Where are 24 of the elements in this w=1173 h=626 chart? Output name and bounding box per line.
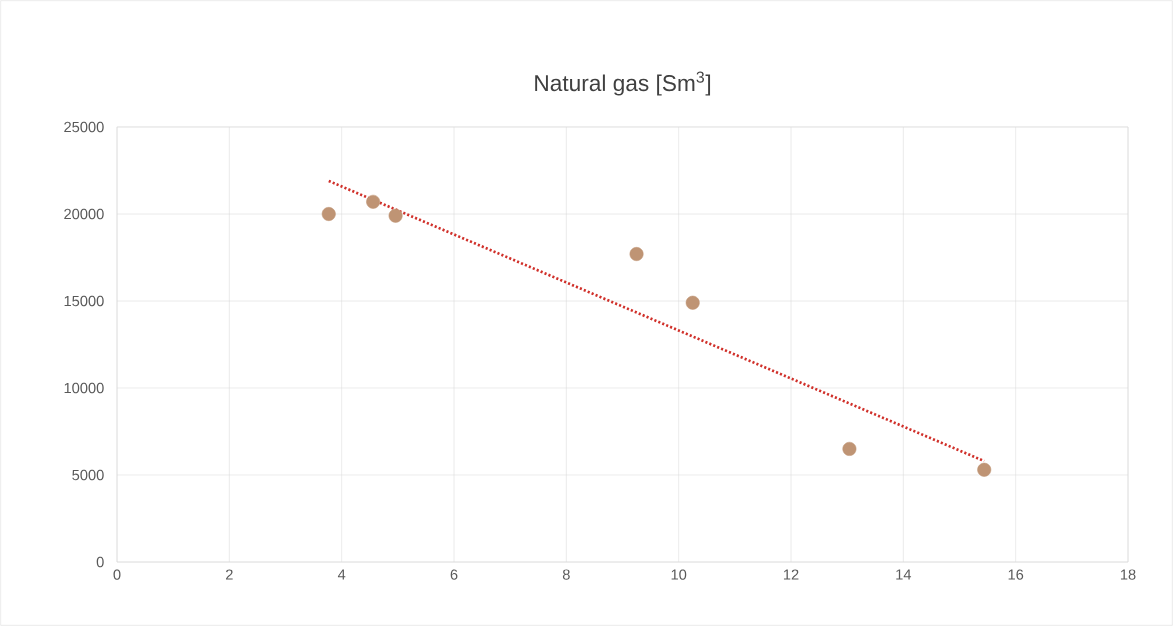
y-tick-label: 10000 <box>64 382 104 394</box>
x-tick-label: 16 <box>1008 569 1024 580</box>
x-tick-label: 12 <box>783 569 799 580</box>
point <box>388 208 403 223</box>
y-tick-label: 25000 <box>64 121 104 133</box>
x-tick-label: 0 <box>113 569 121 580</box>
x-tick-label: 4 <box>337 569 346 580</box>
x-tick-label: 10 <box>671 569 687 580</box>
y-tick-label: 20000 <box>64 208 104 220</box>
y-tick-label: 0 <box>96 556 104 568</box>
point <box>842 441 857 456</box>
chart-title: Natural gas [Sm$^{3}$] <box>535 71 711 96</box>
x-tick-label: 8 <box>562 569 570 580</box>
x-tick-label: 14 <box>896 569 912 580</box>
y-tick-label: 15000 <box>64 295 104 307</box>
x-tick-label: 2 <box>225 569 233 580</box>
point <box>685 295 700 310</box>
point <box>366 194 381 209</box>
x-tick-label: 6 <box>450 569 458 580</box>
point <box>629 247 644 261</box>
point <box>977 462 992 477</box>
y-tick-label: 5000 <box>72 469 104 481</box>
point <box>321 207 336 221</box>
x-tick-label: 18 <box>1120 569 1136 580</box>
